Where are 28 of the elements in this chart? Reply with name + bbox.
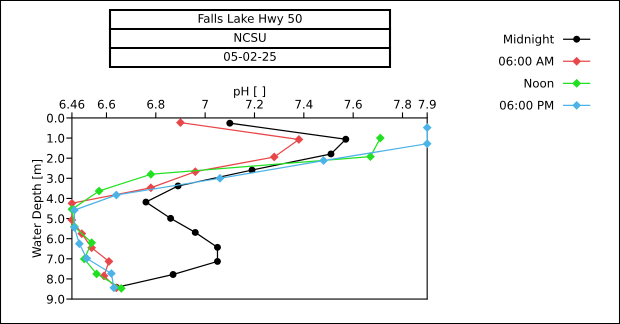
legend-label: Midnight [504,34,554,46]
y-tick-label: 1.0 [48,134,64,143]
y-axis-title: Water Depth [m] [32,160,44,258]
legend-label: 06:00 PM [500,100,554,110]
x-tick-label: 7.8 [394,100,412,109]
x-tick-label: 6.8 [147,100,164,109]
chart-subtitle: NCSU [234,32,266,42]
y-tick-label: 3.0 [47,174,64,183]
x-tick-label: 7.2 [246,100,263,109]
y-tick-label: 4.0 [46,194,64,204]
x-axis-title: pH [ ] [234,86,266,98]
x-tick-label: 7.6 [344,100,362,109]
x-tick-label: 7 [202,100,208,109]
x-tick-label: 7.4 [295,100,313,109]
y-tick-label: 6.0 [47,234,64,244]
x-tick-label: 6.6 [98,100,116,109]
text: 05-02-25 [224,52,276,61]
legend-label: 06:00 AM [498,56,554,66]
y-tick-label: 5.0 [47,214,64,224]
legend-label: Noon [524,78,554,88]
y-tick-label: 9.0 [46,294,64,304]
x-tick-label: 7.9 [418,100,436,109]
x-tick-label: 6.46 [60,100,84,109]
chart-title: Falls Lake Hwy 50 [198,14,302,26]
y-tick-label: 0.0 [46,114,64,123]
y-tick-label: 2.0 [47,154,64,163]
y-tick-label: 8.0 [47,274,64,284]
y-tick-label: 7.0 [47,254,64,264]
